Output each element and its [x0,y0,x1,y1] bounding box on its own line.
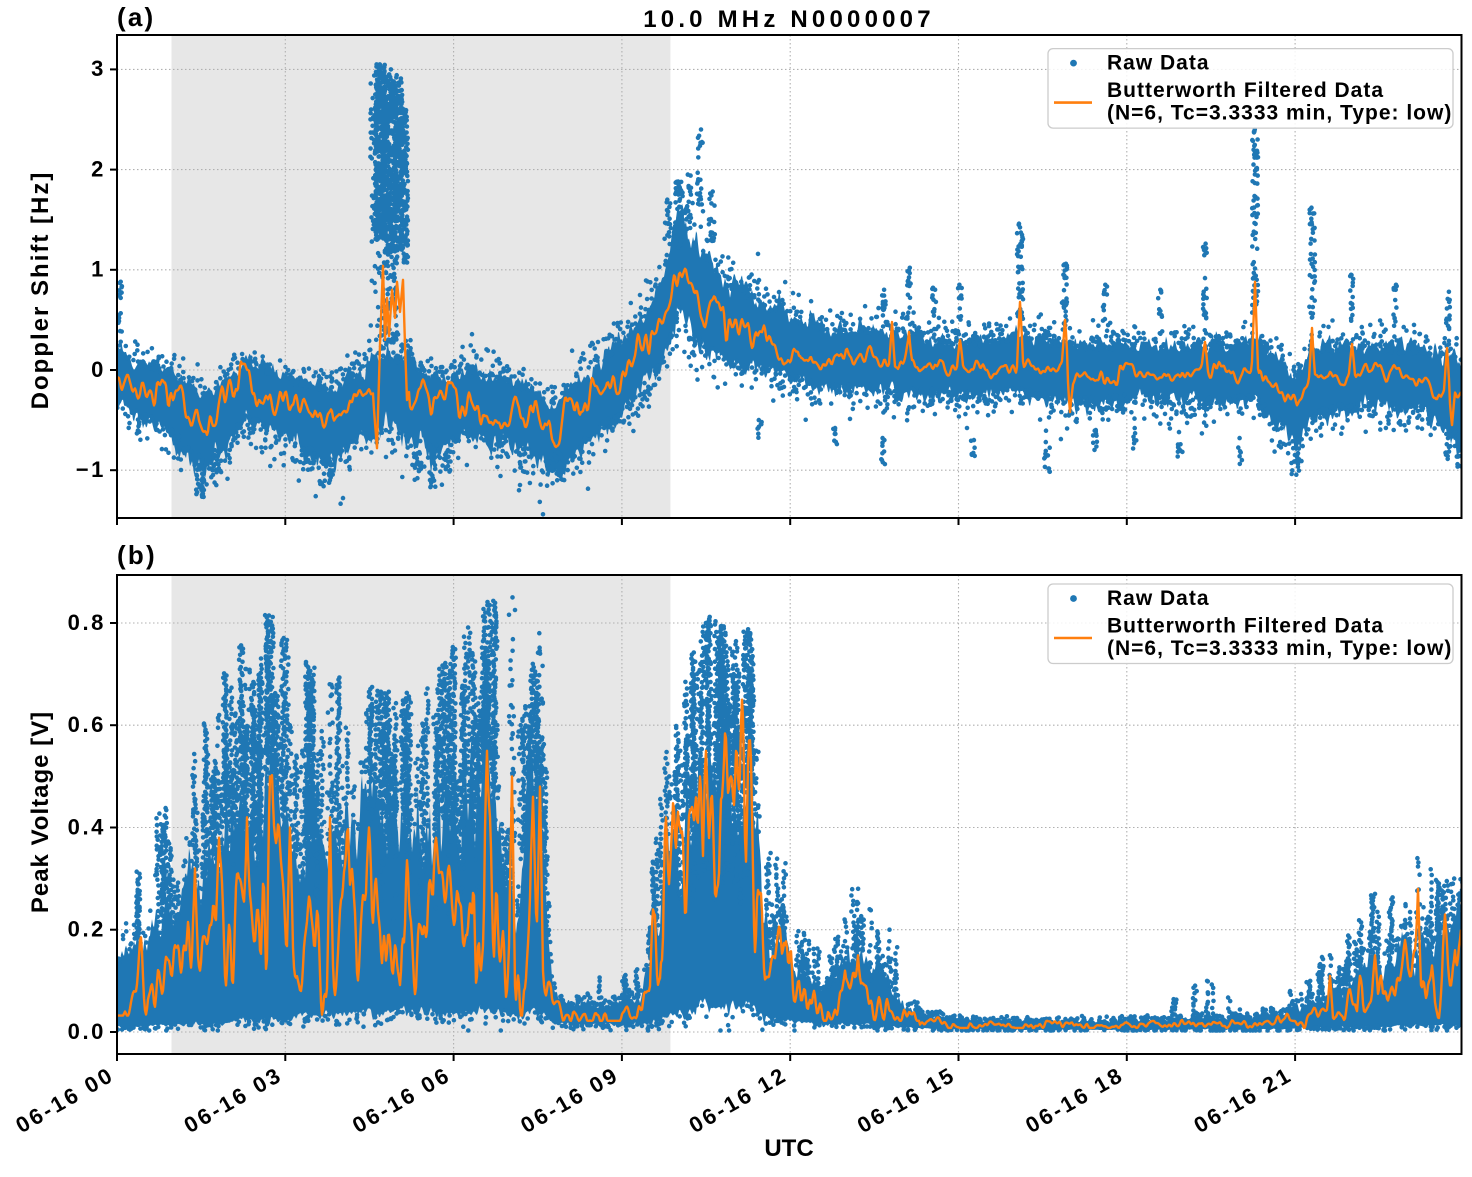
svg-text:−1: −1 [76,457,106,482]
svg-text:0.0: 0.0 [68,1019,106,1044]
svg-text:0.4: 0.4 [68,814,106,839]
svg-text:Doppler Shift [Hz]: Doppler Shift [Hz] [27,171,54,410]
svg-text:0.2: 0.2 [68,917,106,942]
svg-text:1: 1 [91,257,106,282]
svg-text:06-16 09: 06-16 09 [516,1062,623,1138]
svg-text:06-16 06: 06-16 06 [348,1062,455,1138]
svg-text:(a): (a) [117,2,155,32]
svg-text:0.6: 0.6 [68,712,106,737]
svg-text:(N=6, Tc=3.3333 min, Type: low: (N=6, Tc=3.3333 min, Type: low) [1107,102,1452,125]
svg-text:06-16 12: 06-16 12 [685,1062,792,1138]
svg-text:2: 2 [91,156,106,181]
svg-text:Butterworth Filtered Data: Butterworth Filtered Data [1107,615,1384,638]
svg-text:06-16 00: 06-16 00 [11,1062,118,1138]
svg-text:Peak Voltage [V]: Peak Voltage [V] [27,711,54,913]
svg-text:UTC: UTC [764,1135,813,1162]
svg-text:(N=6, Tc=3.3333 min, Type: low: (N=6, Tc=3.3333 min, Type: low) [1107,637,1452,660]
svg-text:Raw Data: Raw Data [1107,52,1210,75]
svg-text:06-16 15: 06-16 15 [853,1062,960,1138]
svg-text:06-16 21: 06-16 21 [1189,1062,1296,1138]
svg-text:0.8: 0.8 [68,610,106,635]
svg-text:Butterworth Filtered Data: Butterworth Filtered Data [1107,79,1384,102]
svg-text:Raw Data: Raw Data [1107,587,1210,610]
svg-text:06-16 03: 06-16 03 [180,1062,287,1138]
svg-text:(b): (b) [117,540,157,570]
svg-text:06-16 18: 06-16 18 [1021,1062,1128,1138]
svg-text:3: 3 [91,56,106,81]
svg-text:10.0 MHz N0000007: 10.0 MHz N0000007 [643,6,935,33]
svg-text:0: 0 [91,357,106,382]
